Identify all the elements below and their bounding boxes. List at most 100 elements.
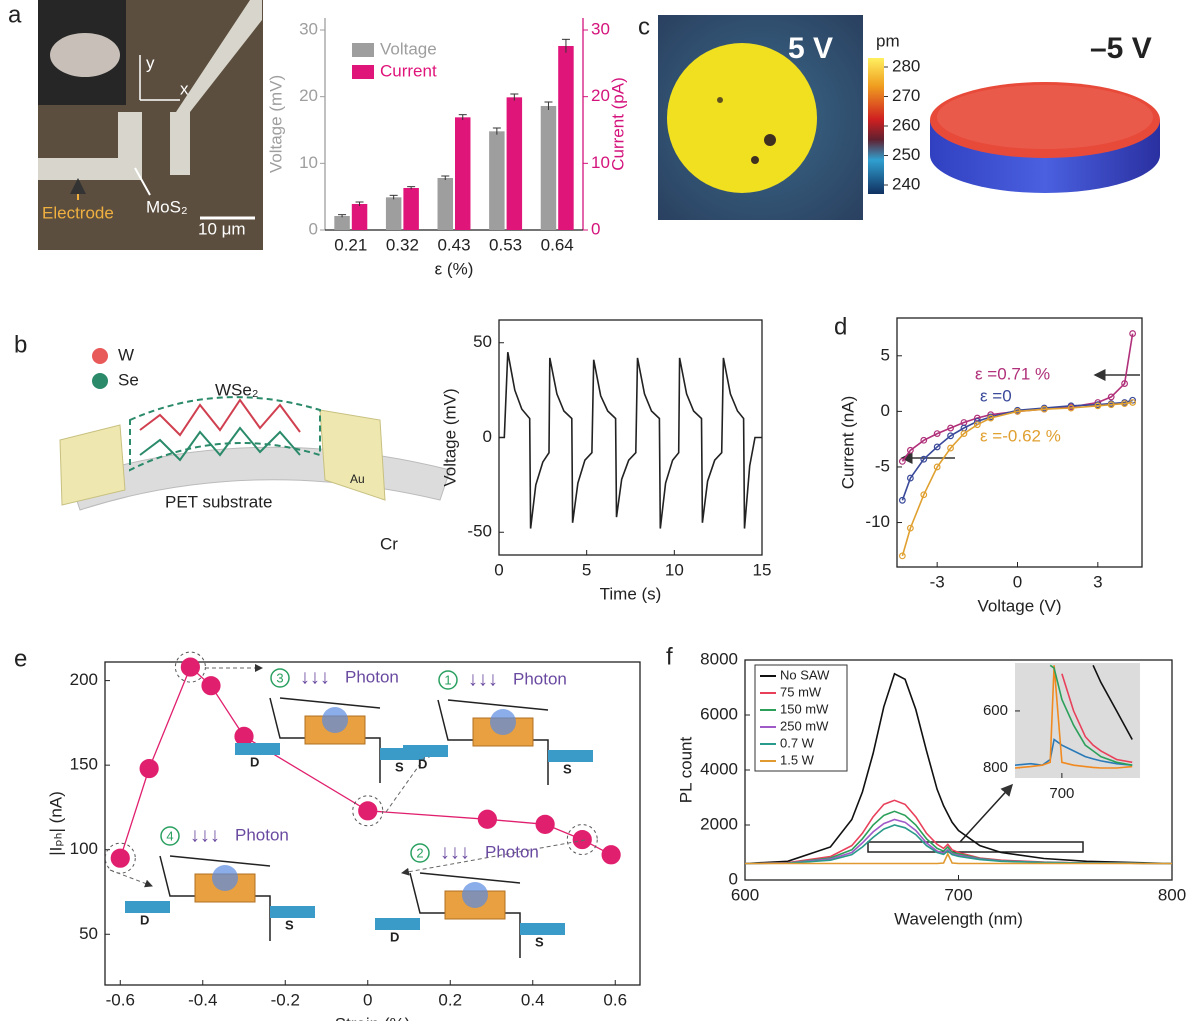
x-tick-label: 0.43 <box>437 235 470 254</box>
colorbar-tick-label: 270 <box>892 86 920 105</box>
point <box>478 810 496 828</box>
light-spot <box>490 709 516 735</box>
y-tick-label: -10 <box>865 512 890 531</box>
x-tick-label: 0 <box>1013 572 1022 591</box>
x-tick-label: 600 <box>731 885 759 904</box>
x-tick-label: 0 <box>363 990 372 1009</box>
y-tick-label: 5 <box>881 345 890 364</box>
source-label: S <box>285 917 294 932</box>
photon-label: Photon <box>235 825 289 844</box>
drain-label: D <box>250 754 259 769</box>
x-tick-label: 0.2 <box>438 990 462 1009</box>
legend-swatch <box>352 43 374 57</box>
plot-frame <box>105 662 640 985</box>
y-tick-label: 2000 <box>700 814 738 833</box>
x-tick-label: 0.21 <box>334 235 367 254</box>
step-number: 4 <box>166 828 173 843</box>
drain-level <box>125 901 170 913</box>
step-number: 3 <box>276 670 283 685</box>
chart: 50100150200-0.6-0.4-0.200.20.40.6Strain … <box>46 652 640 1021</box>
y-axis-label: Voltage (mV) <box>266 75 285 173</box>
source-label: S <box>395 759 404 774</box>
x-tick-label: 0.53 <box>489 235 522 254</box>
bar <box>438 178 453 230</box>
y-tick-label: 0 <box>309 219 318 238</box>
x-axis-label: Time (s) <box>600 584 662 603</box>
legend-text: Se <box>118 370 139 389</box>
zoom-box <box>868 842 1083 852</box>
legend-text: 150 mW <box>780 701 829 716</box>
legend-text: 75 mW <box>780 684 822 699</box>
x-tick-label: 800 <box>1158 885 1186 904</box>
y-tick-label: -50 <box>467 522 492 541</box>
bar <box>558 46 573 230</box>
bar <box>352 204 367 230</box>
axis-label: x <box>180 79 189 98</box>
y-tick-label: 10 <box>299 153 318 172</box>
axis-label: y <box>146 53 155 72</box>
bar <box>403 188 418 230</box>
photon-label: Photon <box>345 667 399 686</box>
y-tick-label: 200 <box>70 670 98 689</box>
y-tick-label: 30 <box>299 19 318 38</box>
x-tick-label: -0.2 <box>271 990 300 1009</box>
y-axis-label: Current (nA) <box>838 396 857 490</box>
y-tick-label: 800 <box>983 759 1008 776</box>
legend-text: W <box>118 345 134 364</box>
y-tick-label: 6000 <box>700 704 738 723</box>
source-level <box>548 750 593 762</box>
panel-label: f <box>666 643 673 670</box>
x-axis-label: ε (%) <box>435 259 474 278</box>
legend-swatch <box>352 65 374 79</box>
colorbar-tick-label: 240 <box>892 174 920 193</box>
x-tick-label: -0.6 <box>106 990 135 1009</box>
x-axis-label: Voltage (V) <box>977 596 1061 615</box>
legend-text: 1.5 W <box>780 752 815 767</box>
colorbar-tick-label: 280 <box>892 56 920 75</box>
x-tick-label: 5 <box>582 560 591 579</box>
photon-arrows: ↓↓↓ <box>468 668 498 690</box>
source-level <box>270 906 315 918</box>
x-tick-label: 0.32 <box>386 235 419 254</box>
inset-arrow <box>110 870 152 886</box>
label: Cr <box>380 534 398 553</box>
x-tick-label: 0.6 <box>603 990 627 1009</box>
label: Electrode <box>42 203 114 222</box>
arrow <box>960 785 1012 842</box>
y2-tick-label: 10 <box>591 153 610 172</box>
x-tick-label: 0.64 <box>541 235 574 254</box>
drain-level <box>375 918 420 930</box>
light-spot <box>462 882 488 908</box>
bar <box>489 131 504 230</box>
y-tick-label: 600 <box>983 702 1008 719</box>
y-tick-label: 20 <box>299 86 318 105</box>
point <box>359 802 377 820</box>
photon-arrows: ↓↓↓ <box>190 824 220 846</box>
point <box>536 815 554 833</box>
y-tick-label: 100 <box>70 839 98 858</box>
point <box>900 459 906 465</box>
y-tick-label: 50 <box>79 924 98 943</box>
x-tick-label: -3 <box>930 572 945 591</box>
photon-arrows: ↓↓↓ <box>440 841 470 863</box>
y-tick-label: 150 <box>70 755 98 774</box>
label: Au <box>350 472 365 486</box>
x-tick-label: 0.4 <box>521 990 545 1009</box>
source-label: S <box>535 934 544 949</box>
colorbar-tick-label: 260 <box>892 115 920 134</box>
panel-label: c <box>638 13 650 40</box>
legend-text: ε =0.71 % <box>975 364 1050 383</box>
light-spot <box>322 707 348 733</box>
point <box>235 727 253 745</box>
legend-text: Voltage <box>380 39 437 58</box>
point <box>111 849 129 867</box>
y-tick-label: 8000 <box>700 649 738 668</box>
x-axis-label: Wavelength (nm) <box>894 909 1023 928</box>
y2-tick-label: 0 <box>591 219 600 238</box>
label: PET substrate <box>165 492 272 511</box>
bar <box>455 117 470 230</box>
y2-tick-label: 30 <box>591 19 610 38</box>
y-axis-label: |Iₚₕ| (nA) <box>46 791 65 856</box>
